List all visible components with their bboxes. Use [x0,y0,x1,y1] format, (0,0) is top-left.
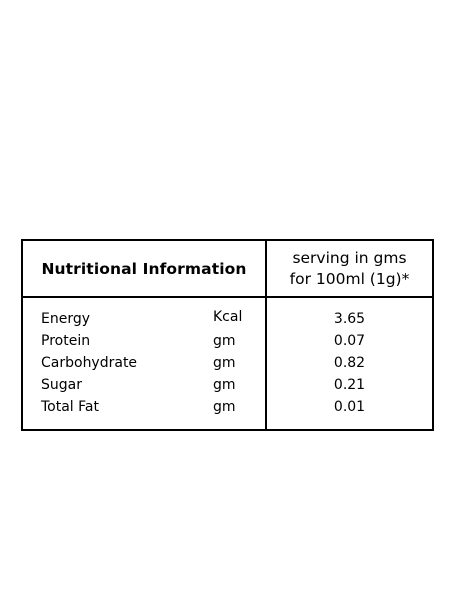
table-row: Protein gm 0.07 [23,330,432,352]
table-row: Energy Kcal 3.65 [23,308,432,330]
nutrition-table: Nutritional Information serving in gms f… [21,239,434,431]
nutrient-unit: gm [213,399,236,415]
serving-header-line-1: serving in gms [292,248,407,267]
table-title: Nutritional Information [41,259,247,278]
nutrient-unit: gm [213,355,236,371]
table-row: Sugar gm 0.21 [23,374,432,396]
nutrient-value: 0.01 [333,399,366,415]
nutrient-name: Energy [41,311,91,327]
header-divider [23,296,432,298]
serving-header: serving in gms for 100ml (1g)* [267,241,432,296]
nutrient-unit: gm [213,377,236,393]
column-divider [265,241,267,429]
nutrient-name: Total Fat [41,399,99,415]
nutrient-unit: Kcal [213,309,243,325]
table-row: Carbohydrate gm 0.82 [23,352,432,374]
nutrient-name: Protein [41,333,91,349]
nutrient-value: 0.07 [333,333,366,349]
table-row: Total Fat gm 0.01 [23,396,432,418]
nutrient-value: 0.82 [333,355,366,371]
nutrient-name: Sugar [41,377,82,393]
nutrient-name: Carbohydrate [41,355,138,371]
nutrient-value: 3.65 [333,311,366,327]
nutrient-value: 0.21 [333,377,366,393]
nutrient-unit: gm [213,333,236,349]
serving-header-line-2: for 100ml (1g)* [289,269,410,288]
